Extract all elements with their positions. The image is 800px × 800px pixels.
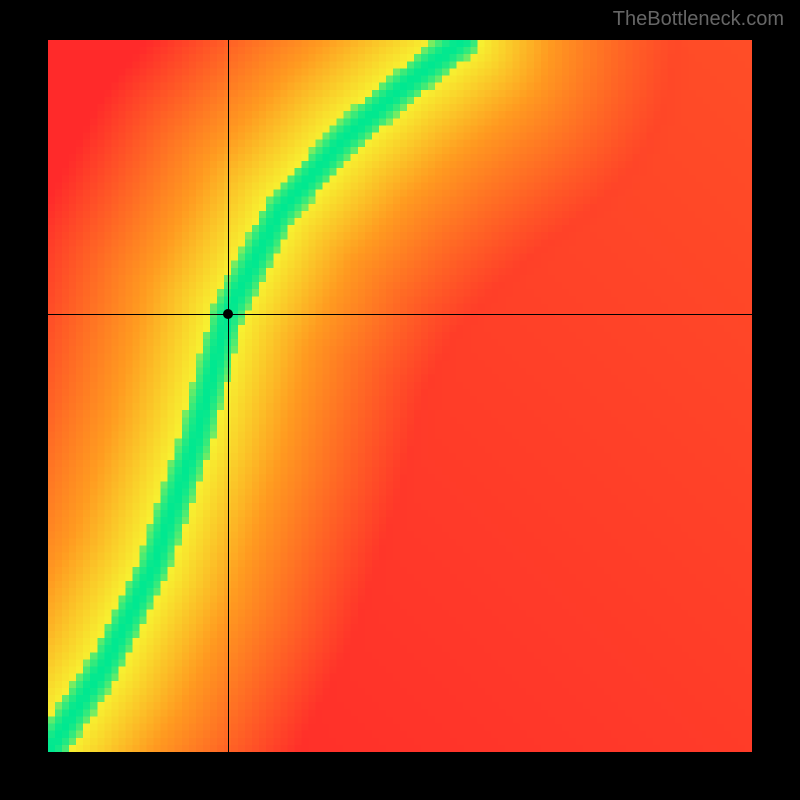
heatmap-chart xyxy=(48,40,752,752)
crosshair-horizontal xyxy=(48,314,752,315)
watermark-text: TheBottleneck.com xyxy=(613,8,784,31)
crosshair-marker xyxy=(223,309,233,319)
crosshair-vertical xyxy=(228,40,229,752)
heatmap-canvas xyxy=(48,40,752,752)
